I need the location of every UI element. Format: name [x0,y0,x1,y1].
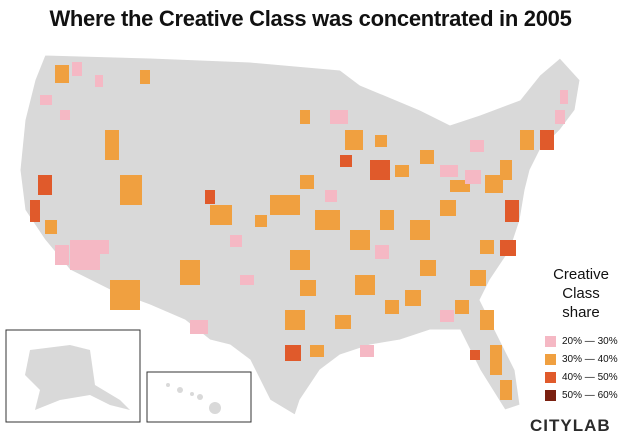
region [355,275,375,295]
legend-swatch [545,390,556,401]
region [330,110,348,124]
region [285,345,301,361]
region [240,275,254,285]
region [480,310,494,330]
legend-swatch [545,336,556,347]
legend-item: 30% — 40% [545,354,618,365]
region [140,70,150,84]
region [440,200,456,216]
region [470,350,480,360]
region [485,175,503,193]
region [40,95,52,105]
legend-label: 30% — 40% [562,354,618,365]
region [285,310,305,330]
region [255,215,267,227]
legend-label: 50% — 60% [562,390,618,401]
region [395,165,409,177]
region [55,245,69,265]
region [290,250,310,270]
region [38,175,52,195]
region [555,110,565,124]
region [45,220,57,234]
region [95,240,109,254]
legend-title: Creative Class share [553,266,609,321]
region [470,140,484,152]
legend-item: 40% — 50% [545,372,618,383]
region [270,195,300,215]
region [105,130,119,160]
alaska [25,345,130,410]
region [370,160,390,180]
region [120,175,142,205]
region [500,240,516,256]
region [500,380,512,400]
region [455,300,469,314]
region [345,130,363,150]
region [310,345,324,357]
legend-label: 40% — 50% [562,372,618,383]
region [350,230,370,250]
hawaii [166,383,221,414]
region [325,190,337,202]
region [230,235,242,247]
regions [30,62,568,400]
region [385,300,399,314]
region [55,65,69,83]
region [420,150,434,164]
legend-item: 50% — 60% [545,390,618,401]
region [560,90,568,104]
legend-label: 20% — 30% [562,336,618,347]
legend-swatch [545,372,556,383]
region [210,205,232,225]
region [190,320,208,334]
region [360,345,374,357]
region [440,165,458,177]
legend-swatch [545,354,556,365]
region [315,210,340,230]
region [60,110,70,120]
region [72,62,82,76]
region [30,200,40,222]
region [375,245,389,259]
region [380,210,394,230]
region [205,190,215,204]
region [405,290,421,306]
region [335,315,351,329]
region [540,130,554,150]
region [300,110,310,124]
region [520,130,534,150]
region [180,260,200,285]
logo: CITYLAB [530,416,611,435]
legend-item: 20% — 30% [545,336,618,347]
region [340,155,352,167]
region [300,175,314,189]
region [300,280,316,296]
region [505,200,519,222]
region [410,220,430,240]
region [465,170,481,184]
region [420,260,436,276]
region [95,75,103,87]
region [470,270,486,286]
region [440,310,454,322]
region [375,135,387,147]
title: Where the Creative Class was concentrate… [49,6,572,31]
us-outline [19,54,581,416]
region [110,280,140,310]
region [490,345,502,375]
region [480,240,494,254]
region [500,160,512,180]
